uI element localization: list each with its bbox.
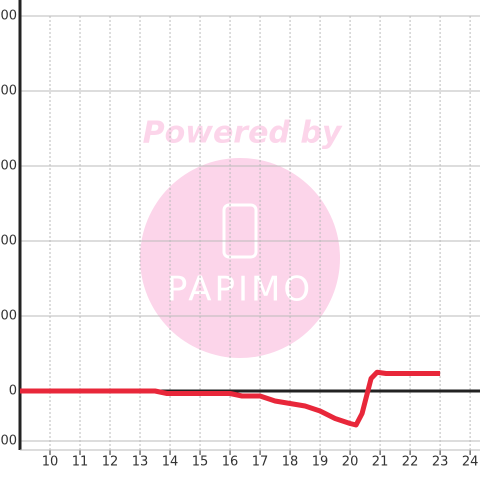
x-tick-label: 11 (72, 455, 89, 470)
x-tick-label: 15 (192, 455, 209, 470)
y-tick-label: 0 (9, 384, 17, 399)
x-tick-label: 14 (162, 455, 179, 470)
watermark-icon (222, 203, 258, 259)
x-tick-label: 23 (432, 455, 449, 470)
x-tick-label: 18 (282, 455, 299, 470)
y-tick-label: -20,000 (0, 434, 17, 449)
x-tick-label: 20 (342, 455, 359, 470)
watermark-logo: PAPIMO (167, 270, 313, 310)
x-tick-label: 19 (312, 455, 329, 470)
y-tick-label: 90,000 (0, 159, 17, 174)
x-tick-label: 24 (462, 455, 479, 470)
x-tick-label: 16 (222, 455, 239, 470)
x-tick-label: 10 (42, 455, 59, 470)
x-tick-label: 22 (402, 455, 419, 470)
y-tick-label: 30,000 (0, 309, 17, 324)
line (20, 369, 441, 428)
y-tick-label: 150,000 (0, 9, 17, 24)
x-tick-label: 13 (132, 455, 149, 470)
y-tick-label: 120,000 (0, 84, 17, 99)
x-tick-label: 12 (102, 455, 119, 470)
x-tick-label: 17 (252, 455, 269, 470)
watermark-text: Powered by (143, 116, 343, 151)
y-tick-label: 60,000 (0, 234, 17, 249)
x-tick-label: 21 (372, 455, 389, 470)
